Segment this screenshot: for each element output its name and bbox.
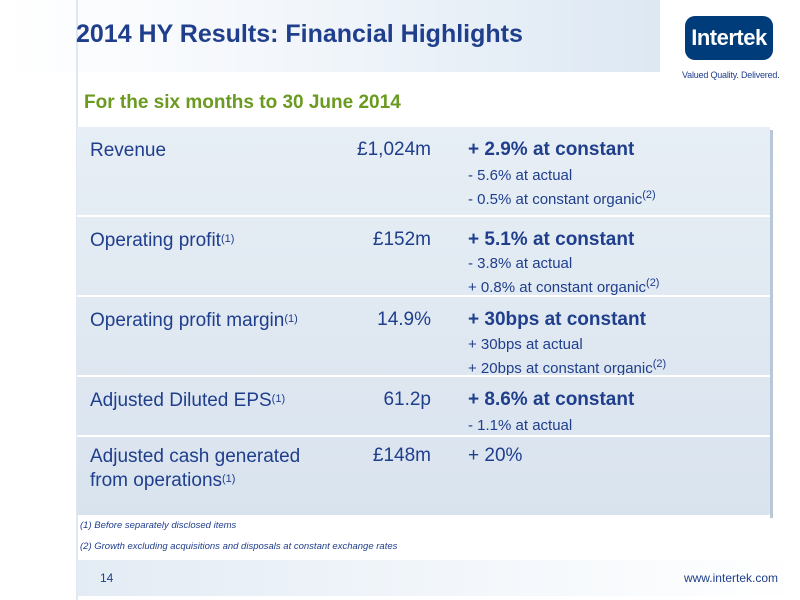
intertek-logo: Intertek: [685, 16, 773, 60]
row-value: 61.2p: [383, 389, 431, 410]
logo-tagline: Valued Quality. Delivered.: [682, 70, 780, 80]
footnote-1: (1) Before separately disclosed items: [80, 520, 237, 531]
row-value: £152m: [372, 229, 431, 250]
row-detail: + 0.8% at constant organic(2): [468, 277, 660, 296]
row-headline-growth: + 2.9% at constant: [468, 139, 635, 160]
row-detail: - 1.1% at actual: [468, 417, 573, 434]
row-value: £1,024m: [357, 139, 431, 160]
slide-title: 2014 HY Results: Financial Highlights: [76, 20, 523, 48]
row-headline-growth: + 30bps at constant: [468, 309, 646, 330]
row-detail: - 5.6% at actual: [468, 167, 573, 184]
footnote-ref: (1): [220, 233, 235, 245]
table-row-revenue: Revenue £1,024m + 2.9% at constant - 5.6…: [77, 127, 770, 208]
footnote-ref: (1): [271, 393, 286, 405]
period-subtitle: For the six months to 30 June 2014: [84, 92, 401, 113]
table-row-adjusted-cash: Adjusted cash generated from operations(1…: [77, 435, 770, 517]
header-band: [0, 0, 660, 72]
row-headline-growth: + 20%: [468, 445, 523, 466]
website-link[interactable]: www.intertek.com: [683, 571, 778, 585]
row-value: 14.9%: [377, 309, 431, 330]
footnote-ref: (2): [642, 189, 656, 201]
footnote-ref: (2): [652, 358, 667, 370]
row-label: Adjusted Diluted EPS(1): [90, 390, 286, 411]
page-number: 14: [100, 571, 114, 585]
row-headline-growth: + 8.6% at constant: [468, 389, 635, 410]
footnote-ref: (2): [646, 277, 660, 289]
footer-band: [77, 560, 800, 596]
row-detail: + 30bps at actual: [468, 336, 583, 353]
table-row-adjusted-diluted-eps: Adjusted Diluted EPS(1) 61.2p + 8.6% at …: [77, 375, 770, 437]
footnote-ref: (1): [222, 473, 236, 485]
row-detail: - 3.8% at actual: [468, 255, 573, 272]
footnote-2: (2) Growth excluding acquisitions and di…: [80, 541, 398, 552]
row-label: Adjusted cash generated from operations(1…: [90, 446, 301, 491]
row-label: Revenue: [90, 140, 167, 161]
row-label: Operating profit margin(1): [90, 310, 298, 331]
row-value: £148m: [372, 445, 431, 466]
row-label: Operating profit(1): [90, 230, 235, 251]
row-detail: - 0.5% at constant organic(2): [468, 189, 656, 208]
table-row-operating-profit-margin: Operating profit margin(1) 14.9% + 30bps…: [77, 295, 770, 377]
row-headline-growth: + 5.1% at constant: [468, 229, 635, 250]
highlights-table: Revenue £1,024m + 2.9% at constant - 5.6…: [77, 127, 773, 518]
table-row-operating-profit: Operating profit(1) £152m + 5.1% at cons…: [77, 215, 770, 296]
footnote-ref: (1): [284, 313, 298, 325]
row-detail: + 20bps at constant organic(2): [468, 358, 667, 377]
